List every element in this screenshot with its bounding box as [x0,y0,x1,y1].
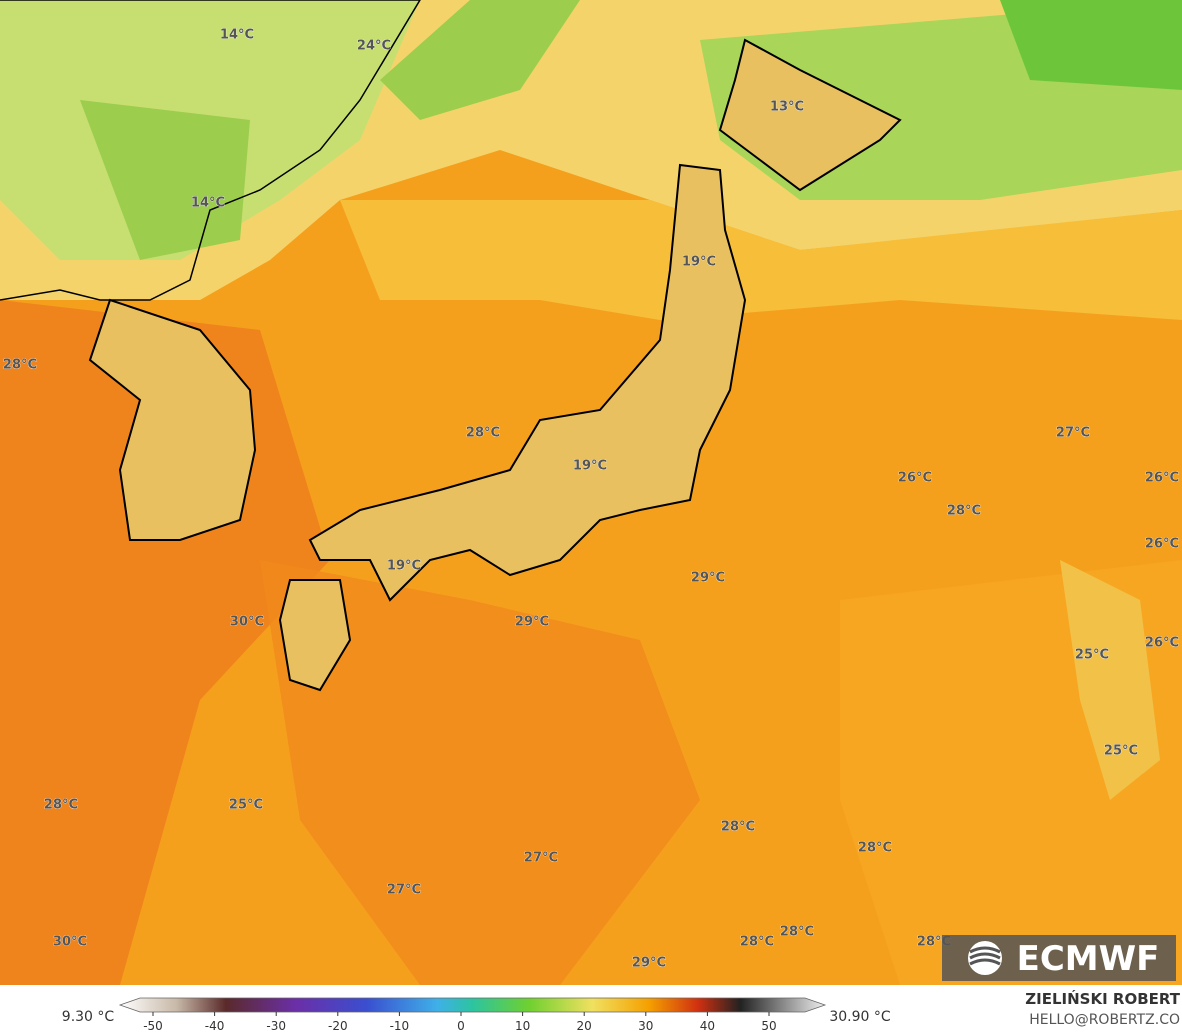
colorbar-tick-label: -50 [143,1019,163,1033]
colorbar-tick-label: -10 [390,1019,410,1033]
temperature-label: 27°C [524,851,558,866]
temperature-label: 25°C [1075,648,1109,663]
temperature-label: 29°C [691,571,725,586]
colorbar-tick-label: 40 [700,1019,715,1033]
colorbar-tick-label: -20 [328,1019,348,1033]
temperature-label: 24°C [357,39,391,54]
temperature-label: 13°C [770,100,804,115]
temperature-label: 28°C [780,925,814,940]
temperature-label: 28°C [44,798,78,813]
colorbar-tick-label: 50 [761,1019,776,1033]
logo-box: ECMWF [942,935,1176,981]
temperature-label: 26°C [1145,471,1179,486]
colorbar-tick-label: -40 [205,1019,225,1033]
colorbar-tick-label: 30 [638,1019,653,1033]
temperature-label: 30°C [53,935,87,950]
temperature-label: 28°C [721,820,755,835]
temperature-label: 25°C [1104,744,1138,759]
colorbar-max: 30.90 °C [829,1009,891,1025]
credit-name: ZIELIŃSKI ROBERT [1025,989,1180,1008]
temperature-label: 30°C [230,615,264,630]
temperature-label: 26°C [1145,537,1179,552]
temperature-label: 28°C [947,504,981,519]
coastlines [0,0,902,692]
temperature-label: 28°C [740,935,774,950]
colorbar: 9.30 °C 30.90 °C -50 -40 -30 -20 -10 0 10 20 30 4… [62,997,891,1033]
temperature-label: 28°C [466,426,500,441]
temperature-label: 27°C [1056,426,1090,441]
temperature-label: 19°C [682,255,716,270]
colorbar-min: 9.30 °C [62,1009,115,1025]
temperature-label: 19°C [573,459,607,474]
temperature-label: 14°C [191,196,225,211]
temperature-label: 26°C [1145,636,1179,651]
temperature-label: 29°C [515,615,549,630]
temperature-label: 26°C [898,471,932,486]
logo-text: ECMWF [1017,939,1160,979]
temperature-label: 29°C [632,956,666,971]
colorbar-tick-label: 10 [515,1019,530,1033]
credit-email: HELLO@ROBERTZ.CO [1029,1012,1180,1028]
temperature-label: 27°C [387,883,421,898]
temperature-label: 25°C [229,798,263,813]
colorbar-tick-label: 0 [457,1019,465,1033]
temperature-label: 28°C [858,841,892,856]
temperature-label: 28°C [3,358,37,373]
temperature-label: 19°C [387,559,421,574]
colorbar-tick-label: -30 [266,1019,286,1033]
map-background [0,0,1182,985]
colorbar-tick-label: 20 [577,1019,592,1033]
temperature-label: 14°C [220,28,254,43]
